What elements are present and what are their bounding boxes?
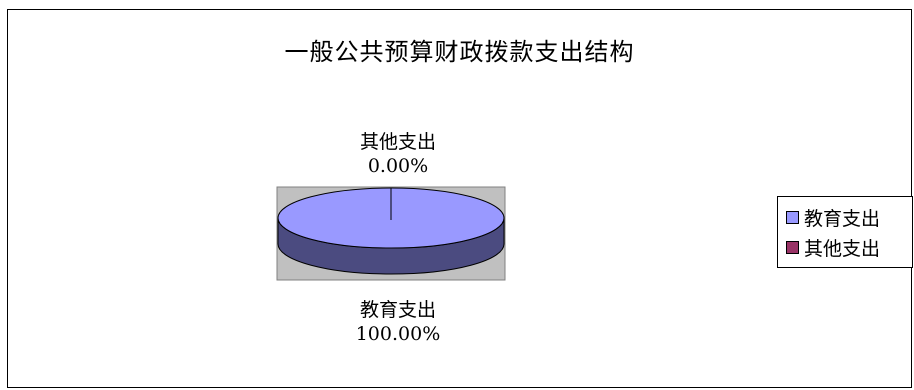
pie-chart xyxy=(276,186,506,281)
legend-label-other: 其他支出 xyxy=(804,237,881,260)
legend-swatch-other xyxy=(786,240,799,254)
legend: 教育支出 其他支出 xyxy=(777,196,913,268)
legend-item-other: 其他支出 xyxy=(786,234,880,260)
chart-frame: 一般公共预算财政拨款支出结构 其他支出 0.00% 教育支出 100.00% xyxy=(7,9,912,388)
data-label-education-value: 100.00% xyxy=(355,323,441,345)
data-label-education: 教育支出 100.00% xyxy=(308,298,488,346)
chart-title: 一般公共预算财政拨款支出结构 xyxy=(284,38,635,66)
data-label-education-name: 教育支出 xyxy=(359,299,436,321)
data-label-other: 其他支出 0.00% xyxy=(308,130,488,178)
legend-swatch-education xyxy=(786,210,799,224)
legend-item-education: 教育支出 xyxy=(786,204,880,230)
data-label-other-value: 0.00% xyxy=(367,155,429,177)
legend-label-education: 教育支出 xyxy=(804,207,881,230)
data-label-other-name: 其他支出 xyxy=(359,131,436,153)
